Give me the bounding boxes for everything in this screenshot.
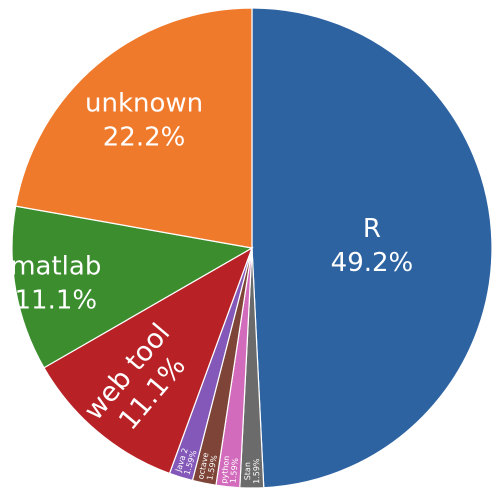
- slice-name-label: python: [219, 455, 231, 484]
- slice-percent-label: 22.2%: [103, 122, 186, 152]
- pie-slice-web-tool: [43, 246, 254, 475]
- slice-name-label: R: [363, 214, 381, 244]
- slice-name-label: unknown: [85, 88, 203, 118]
- pie-slice-matlab: [11, 205, 254, 369]
- slice-percent-label: 1.59%: [229, 457, 241, 484]
- slice-percent-label: 49.2%: [331, 248, 414, 278]
- pie-slice-unknown: [14, 7, 253, 249]
- pie-label-matlab: matlab 11.1%: [10, 251, 101, 315]
- pie-label-stan: Stan 1.59%: [243, 458, 261, 484]
- slice-percent-label: 11.1%: [14, 285, 97, 315]
- slice-name-label: Stan: [243, 462, 252, 480]
- pie-label-r: R 49.2%: [331, 214, 414, 278]
- slice-percent-label: 1.59%: [252, 458, 261, 484]
- pie-slice-r: [251, 7, 493, 489]
- slice-name-label: matlab: [10, 251, 101, 281]
- pie-label-unknown: unknown 22.2%: [85, 88, 203, 152]
